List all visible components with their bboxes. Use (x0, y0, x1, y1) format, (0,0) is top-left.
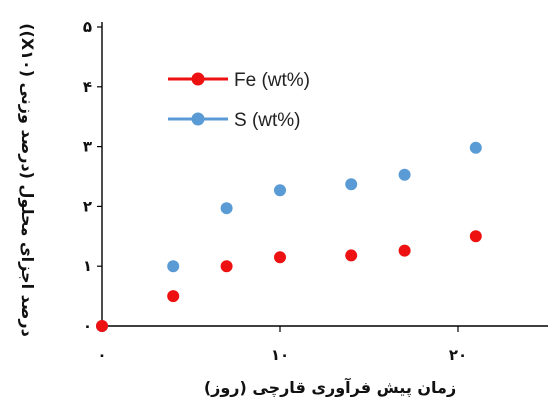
data-point-s (345, 178, 358, 191)
data-point-fe (167, 290, 180, 303)
x-axis-title: زمان پیش فرآوری قارچی (روز) (204, 377, 456, 398)
legend-label-fe: Fe (wt%) (234, 70, 310, 91)
y-tick-label: ۱ (83, 257, 92, 275)
y-tick-label: ۲ (83, 197, 92, 215)
x-tick-label: ۲۰ (449, 346, 467, 364)
x-tick-label: ۰ (97, 346, 106, 364)
legend-marker-fe (191, 72, 205, 86)
y-tick-label: ۳ (83, 138, 92, 156)
data-points (96, 141, 482, 332)
y-tick-label: ۵ (83, 18, 92, 36)
x-ticks: ۰ ۱۰ ۲۰ (97, 326, 467, 364)
legend-marker-s (191, 112, 205, 126)
data-point-s (220, 202, 233, 215)
y-axis-title: درصد اجزای محلول (درصد وزنی (X۱۰)) (18, 23, 37, 337)
data-point-fe (398, 244, 411, 257)
data-point-s (167, 260, 180, 273)
data-point-fe (220, 260, 233, 273)
legend: Fe (wt%) S (wt%) (168, 70, 310, 131)
legend-label-s: S (wt%) (234, 110, 301, 131)
y-tick-label: ۴ (83, 78, 92, 96)
data-point-s (398, 168, 411, 181)
y-tick-label: ۰ (83, 317, 92, 335)
x-tick-label: ۱۰ (271, 346, 289, 364)
data-point-fe (274, 251, 286, 264)
data-point-fe (469, 230, 482, 243)
data-point-s (274, 184, 286, 197)
data-point-s (469, 141, 482, 154)
data-point-fe (345, 249, 358, 262)
y-ticks: ۰ ۱ ۲ ۳ ۴ ۵ (83, 18, 102, 335)
data-point-fe (96, 320, 108, 332)
